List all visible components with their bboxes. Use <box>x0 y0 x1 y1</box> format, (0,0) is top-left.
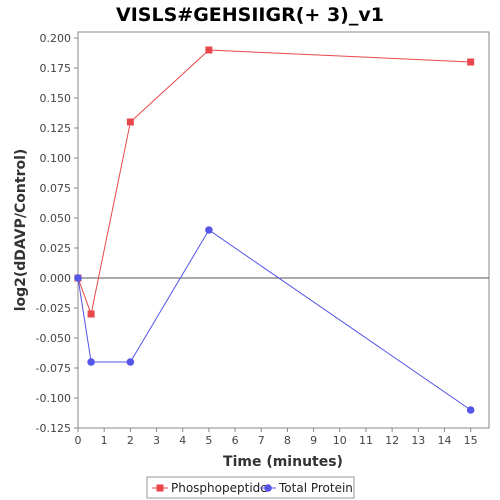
y-tick-label: 0.125 <box>40 122 72 135</box>
y-tick-label: 0.025 <box>40 242 72 255</box>
y-axis-label: log2(dDAVP/Control) <box>13 149 29 312</box>
x-tick-label: 12 <box>385 434 399 447</box>
y-tick-label: -0.025 <box>36 302 71 315</box>
y-tick-label: 0.050 <box>40 212 72 225</box>
x-tick-label: 10 <box>333 434 347 447</box>
plot-area <box>77 31 490 429</box>
legend-marker-total-protein <box>264 484 272 492</box>
x-tick-label: 9 <box>310 434 317 447</box>
legend-marker-phosphopeptide <box>156 484 164 492</box>
y-tick-label: -0.075 <box>36 362 71 375</box>
y-tick-label: -0.050 <box>36 332 71 345</box>
y-tick-label: 0.200 <box>40 32 72 45</box>
data-point-total-protein <box>74 274 82 282</box>
y-tick-label: 0.100 <box>40 152 72 165</box>
y-tick-label: 0.075 <box>40 182 72 195</box>
x-tick-label: 2 <box>127 434 134 447</box>
x-tick-label: 4 <box>179 434 186 447</box>
data-point-total-protein <box>87 358 95 366</box>
x-tick-label: 11 <box>359 434 373 447</box>
y-tick-label: -0.125 <box>36 422 71 435</box>
x-tick-label: 1 <box>101 434 108 447</box>
x-axis-label: Time (minutes) <box>223 454 343 470</box>
legend: Phosphopeptide Total Protein <box>146 476 355 499</box>
y-tick-label: -0.100 <box>36 392 71 405</box>
legend-label-phosphopeptide: Phosphopeptide <box>171 481 268 495</box>
x-axis: 0 1 2 3 4 5 6 7 8 9 10 11 12 13 14 15 <box>75 428 478 447</box>
data-point-phosphopeptide <box>467 58 475 66</box>
y-axis: 0.200 0.175 0.150 0.125 0.100 0.075 0.050 0.025… <box>36 32 78 435</box>
x-tick-label: 7 <box>258 434 265 447</box>
y-tick-label: 0.175 <box>40 62 72 75</box>
data-point-total-protein <box>466 406 475 414</box>
series-layer <box>74 46 475 414</box>
x-tick-label: 8 <box>284 434 291 447</box>
x-tick-label: 0 <box>75 434 82 447</box>
x-tick-label: 6 <box>232 434 239 447</box>
data-point-phosphopeptide <box>87 310 95 318</box>
legend-items: Phosphopeptide Total Protein <box>152 481 353 495</box>
x-tick-label: 3 <box>153 434 160 447</box>
data-point-phosphopeptide <box>205 46 213 54</box>
x-tick-label: 15 <box>464 434 478 447</box>
data-point-total-protein <box>205 226 213 234</box>
y-tick-label: 0.150 <box>40 92 72 105</box>
chart-title: VISLS#GEHSIIGR(+ 3)_v1 <box>116 4 384 26</box>
x-tick-label: 5 <box>205 434 212 447</box>
x-tick-label: 14 <box>437 434 451 447</box>
data-point-phosphopeptide <box>126 118 134 126</box>
legend-label-total-protein: Total Protein <box>278 481 353 495</box>
data-point-total-protein <box>126 358 135 366</box>
legend-box <box>146 476 355 499</box>
y-tick-label: 0.000 <box>40 272 72 285</box>
x-tick-label: 13 <box>411 434 425 447</box>
